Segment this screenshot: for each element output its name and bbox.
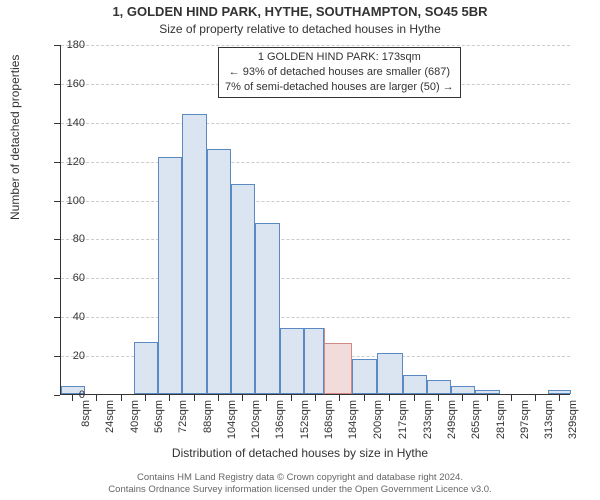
chart-title-address: 1, GOLDEN HIND PARK, HYTHE, SOUTHAMPTON,… <box>0 4 600 19</box>
x-tick-mark <box>511 395 512 401</box>
y-tick-mark <box>54 356 60 357</box>
marker-line <box>324 328 325 394</box>
grid-line <box>61 123 570 124</box>
histogram-bar <box>134 342 158 395</box>
annotation-line3: 7% of semi-detached houses are larger (5… <box>225 80 454 95</box>
x-tick-mark <box>266 395 267 401</box>
histogram-bar <box>403 375 427 394</box>
footer-line1: Contains HM Land Registry data © Crown c… <box>0 472 600 484</box>
chart-container: 1, GOLDEN HIND PARK, HYTHE, SOUTHAMPTON,… <box>0 0 600 500</box>
histogram-bar <box>207 149 231 394</box>
histogram-bar <box>548 390 571 394</box>
x-tick-mark <box>121 395 122 401</box>
y-tick-mark <box>54 123 60 124</box>
histogram-bar <box>280 328 304 394</box>
histogram-bar <box>475 390 499 394</box>
y-tick-mark <box>54 278 60 279</box>
x-tick-mark <box>414 395 415 401</box>
annotation-box: 1 GOLDEN HIND PARK: 173sqm ← 93% of deta… <box>218 47 461 98</box>
y-tick-mark <box>54 395 60 396</box>
histogram-bar-highlight <box>324 343 353 394</box>
x-tick-mark <box>291 395 292 401</box>
y-tick-mark <box>54 84 60 85</box>
grid-line <box>61 201 570 202</box>
grid-line <box>61 278 570 279</box>
histogram-bar <box>231 184 255 394</box>
x-tick-mark <box>487 395 488 401</box>
histogram-bar <box>377 353 403 394</box>
x-tick-mark <box>72 395 73 401</box>
x-tick-mark <box>169 395 170 401</box>
x-tick-mark <box>218 395 219 401</box>
x-tick-mark <box>145 395 146 401</box>
chart-subtitle: Size of property relative to detached ho… <box>0 22 600 36</box>
y-tick-mark <box>54 162 60 163</box>
x-tick-mark <box>364 395 365 401</box>
x-tick-mark <box>535 395 536 401</box>
histogram-bar <box>158 157 182 394</box>
histogram-bar <box>255 223 279 394</box>
y-tick-mark <box>54 201 60 202</box>
x-tick-mark <box>462 395 463 401</box>
x-tick-mark <box>315 395 316 401</box>
footer-attribution: Contains HM Land Registry data © Crown c… <box>0 472 600 496</box>
x-axis-label: Distribution of detached houses by size … <box>0 446 600 460</box>
x-tick-mark <box>242 395 243 401</box>
histogram-bar <box>427 380 451 394</box>
x-tick-mark <box>389 395 390 401</box>
annotation-line1: 1 GOLDEN HIND PARK: 173sqm <box>225 50 454 65</box>
x-tick-mark <box>96 395 97 401</box>
histogram-bar <box>182 114 206 394</box>
x-tick-mark <box>559 395 560 401</box>
y-axis-label: Number of detached properties <box>8 55 22 220</box>
grid-line <box>61 317 570 318</box>
footer-line2: Contains Ordnance Survey information lic… <box>0 484 600 496</box>
annotation-line2: ← 93% of detached houses are smaller (68… <box>225 65 454 80</box>
y-tick-mark <box>54 45 60 46</box>
y-tick-mark <box>54 317 60 318</box>
grid-line <box>61 45 570 46</box>
grid-line <box>61 239 570 240</box>
histogram-bar <box>304 328 324 394</box>
x-tick-mark <box>438 395 439 401</box>
histogram-bar <box>352 359 376 394</box>
y-tick-mark <box>54 239 60 240</box>
x-tick-mark <box>194 395 195 401</box>
grid-line <box>61 162 570 163</box>
x-tick-mark <box>339 395 340 401</box>
histogram-bar <box>451 386 475 394</box>
